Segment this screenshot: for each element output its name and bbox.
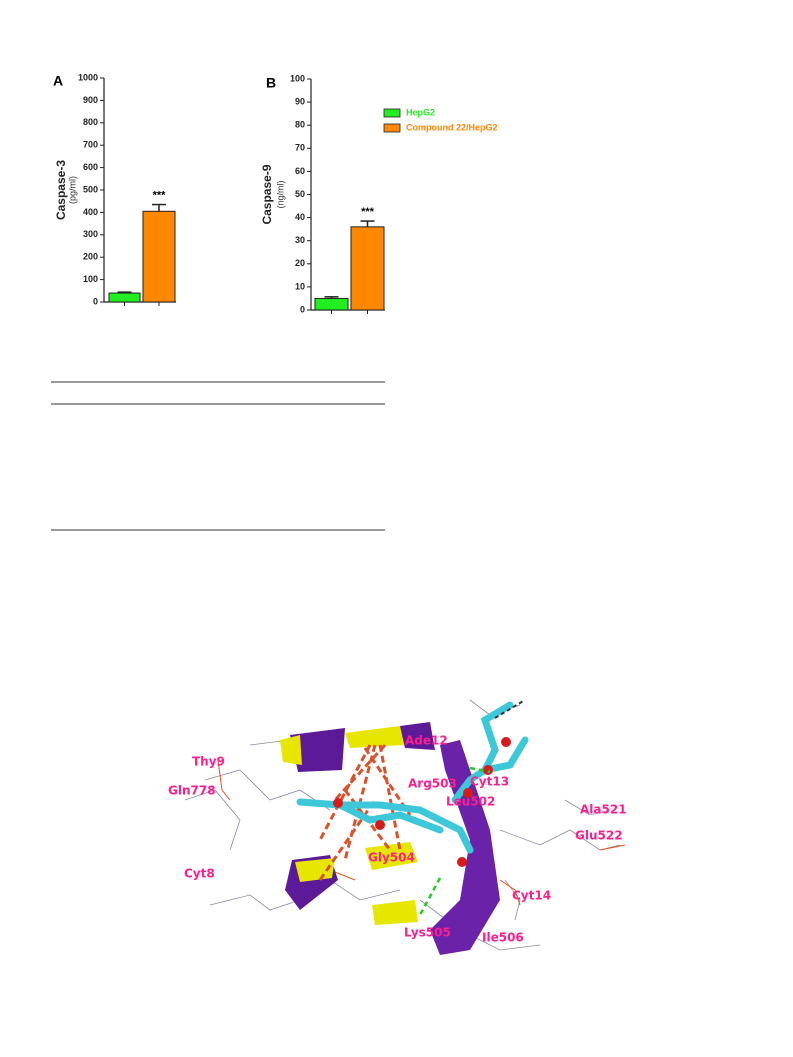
y-axis-unit: (pg/ml) [67,176,77,204]
y-axis-label: Caspase-3 [54,160,68,220]
residue-label: Gln778 [168,784,216,798]
y-tick-label: 30 [295,235,305,245]
residue-label: Cyt14 [512,889,551,903]
residue-label: Gly504 [368,851,415,865]
y-axis-unit: (ng/ml) [275,180,285,208]
y-tick-label: 0 [300,304,305,314]
bar [350,226,385,311]
y-axis-label: Caspase-9 [260,164,274,224]
docking-figure [184,699,626,955]
y-tick-label: 100 [290,73,305,83]
y-tick-label: 10 [295,281,305,291]
y-tick-label: 900 [83,95,98,105]
y-tick-label: 700 [83,140,98,150]
residue-label: Lys505 [404,926,451,940]
bar [142,210,176,303]
bar [108,292,141,303]
legend-label: HepG2 [406,107,435,117]
legend-swatch [383,108,401,118]
y-tick-label: 0 [93,296,98,306]
legend-label: Compound 22/HepG2 [406,122,498,132]
y-tick-label: 50 [295,189,305,199]
residue-label: Ile506 [482,931,524,945]
legend-swatch [383,123,401,133]
y-tick-label: 800 [83,117,98,127]
panel-label: B [266,75,276,91]
residue-label: Leu502 [446,795,495,809]
y-tick-label: 20 [295,258,305,268]
y-tick-label: 400 [83,207,98,217]
y-tick-label: 1000 [78,72,98,82]
significance-annotation: *** [153,189,167,201]
y-tick-label: 100 [83,274,98,284]
residue-label: Cyt13 [470,775,509,789]
residue-label: Cyt8 [184,867,215,881]
y-tick-label: 200 [83,252,98,262]
residue-label: Glu522 [575,829,623,843]
y-tick-label: 90 [295,96,305,106]
residue-label: Thy9 [192,755,225,769]
y-tick-label: 600 [83,162,98,172]
residue-label: Ala521 [580,803,627,817]
significance-annotation: *** [361,206,375,218]
y-tick-label: 500 [83,184,98,194]
y-tick-label: 40 [295,212,305,222]
y-tick-label: 70 [295,143,305,153]
y-tick-label: 300 [83,229,98,239]
y-tick-label: 80 [295,120,305,130]
residue-label: Ade12 [405,734,448,748]
residue-label: Arg503 [408,777,457,791]
bar [314,297,349,311]
y-tick-label: 60 [295,166,305,176]
panel-label: A [53,73,63,89]
